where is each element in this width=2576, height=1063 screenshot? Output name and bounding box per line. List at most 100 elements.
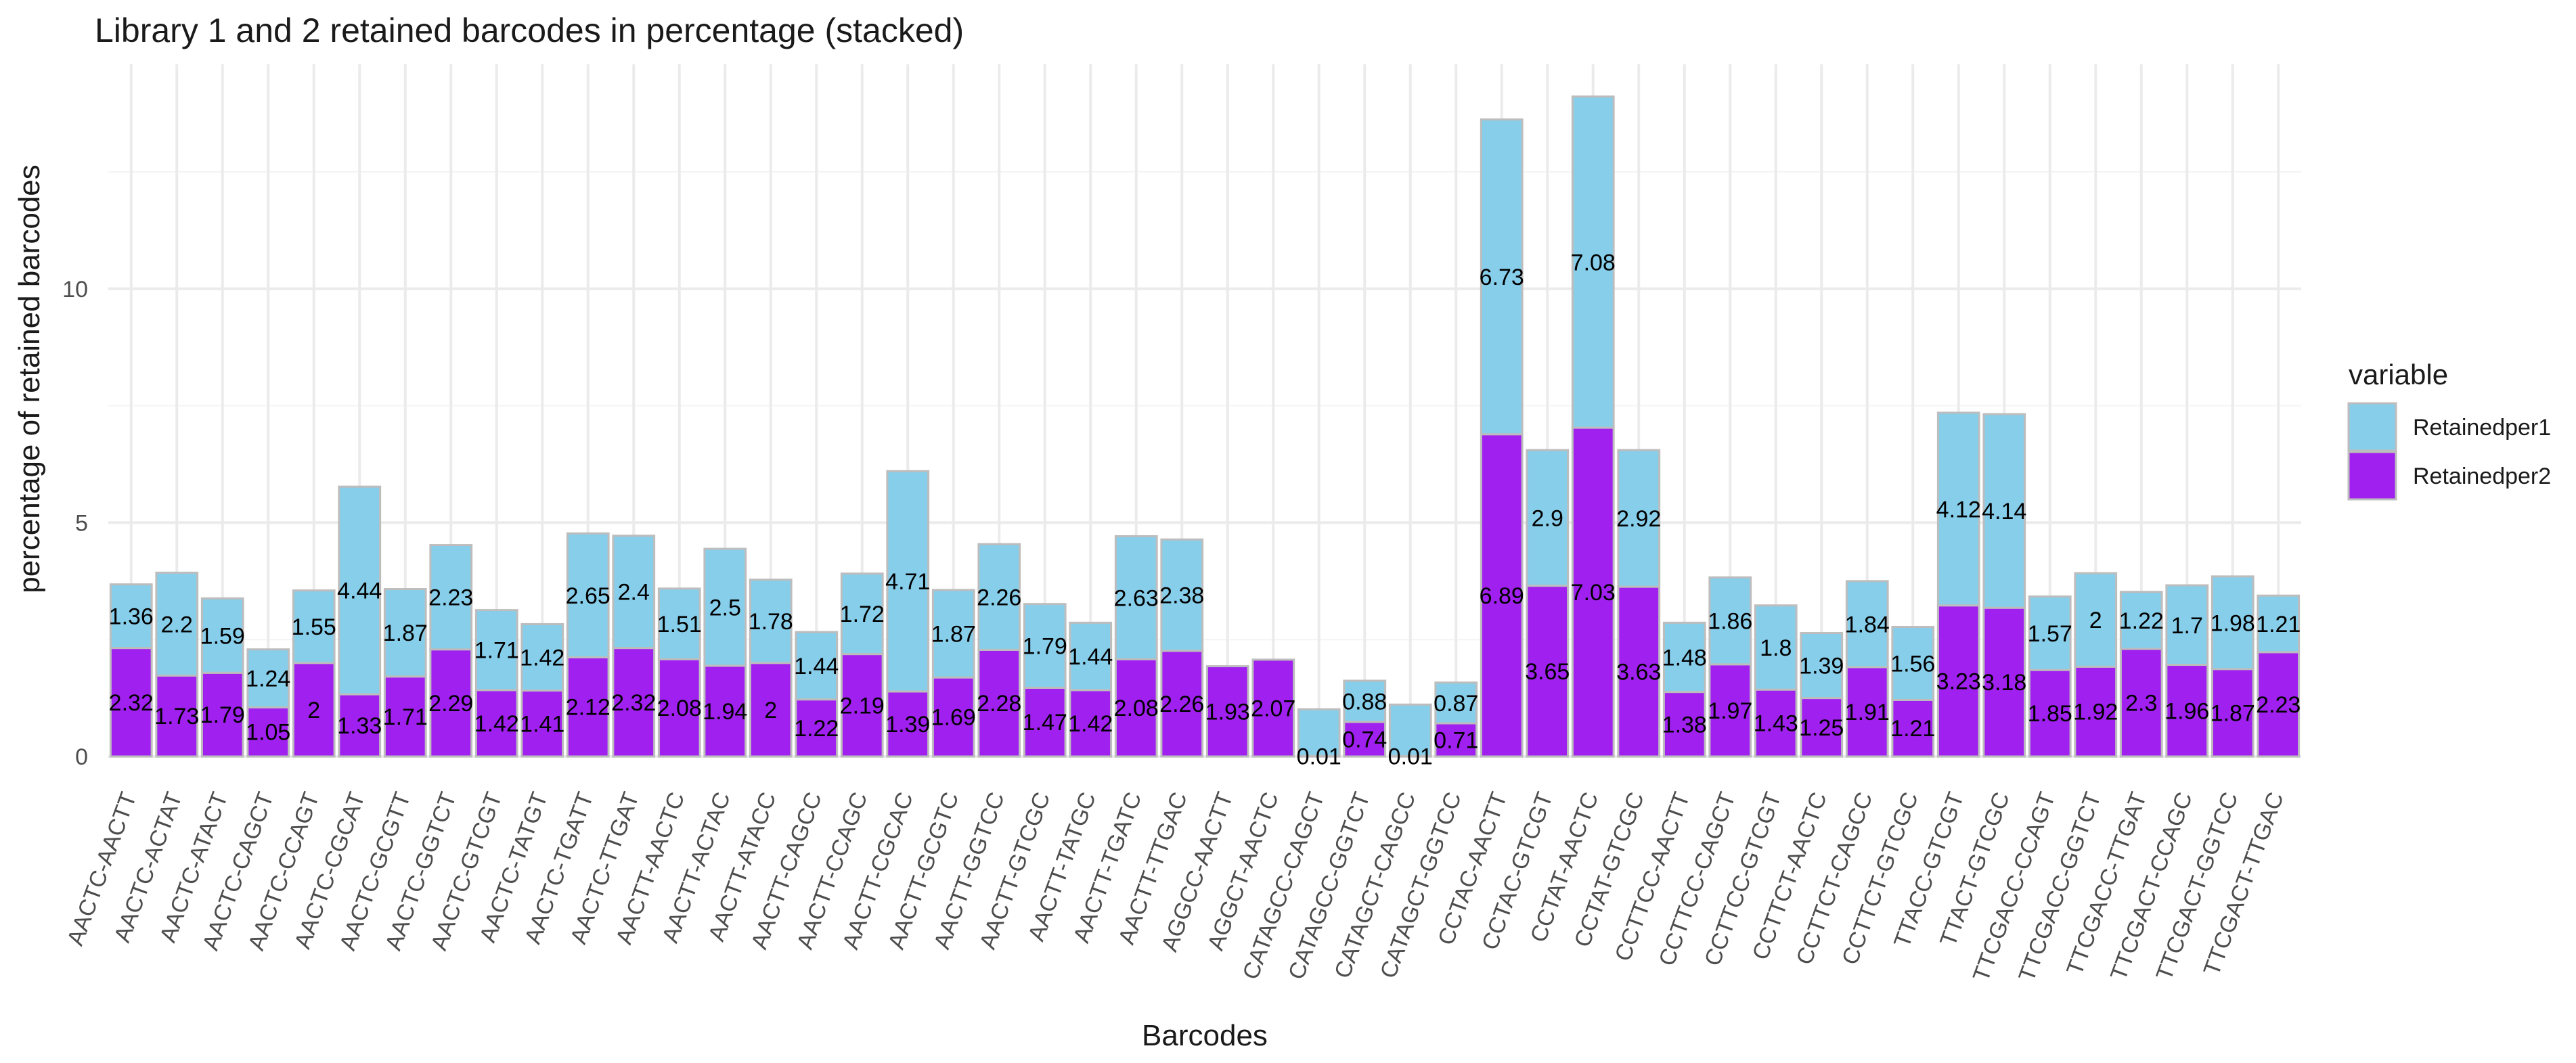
bar-retainedper1 — [200, 597, 244, 674]
data-label-retainedper1: 1.39 — [1799, 654, 1844, 679]
bar-retainedper1 — [1662, 621, 1706, 694]
data-label-retainedper1: 4.71 — [885, 569, 930, 595]
data-label-retainedper2: 1.69 — [931, 705, 976, 731]
data-label-retainedper1: 1.84 — [1845, 612, 1890, 637]
bar-retainedper1 — [1114, 535, 1158, 660]
data-label-retainedper1: 1.86 — [1708, 609, 1752, 635]
data-label-retainedper1: 1.71 — [474, 638, 519, 664]
bar-retainedper2 — [1662, 691, 1706, 758]
data-label-retainedper2: 1.22 — [794, 716, 839, 742]
bar-retainedper2 — [1023, 686, 1067, 758]
data-label-retainedper2: 1.42 — [1068, 711, 1113, 737]
bar-retainedper1 — [840, 572, 884, 656]
data-label-retainedper2: 2.08 — [1114, 696, 1159, 721]
bar-retainedper1 — [1297, 708, 1341, 757]
data-label-retainedper1: 4.14 — [1982, 499, 2026, 524]
bar-retainedper1 — [1800, 632, 1844, 700]
data-label-retainedper2: 2.3 — [2125, 691, 2157, 717]
data-label-retainedper2: 1.96 — [2164, 698, 2209, 724]
data-label-retainedper1: 1.7 — [2171, 613, 2203, 639]
bar-retainedper1 — [520, 623, 564, 692]
data-label-retainedper2: 2.12 — [566, 695, 610, 721]
bar-retainedper2 — [1800, 697, 1844, 758]
data-label-retainedper1: 1.57 — [2028, 621, 2072, 647]
data-label-retainedper2: 2.29 — [428, 691, 473, 717]
bar-retainedper2 — [338, 693, 382, 758]
x-axis-title: Barcodes — [1142, 1019, 1268, 1052]
data-label-retainedper1: 1.79 — [1023, 634, 1067, 660]
bar-retainedper2 — [2074, 665, 2118, 758]
bar-retainedper1 — [1023, 603, 1067, 689]
bar-retainedper2 — [474, 689, 518, 758]
bar-retainedper2 — [749, 662, 793, 758]
bar-retainedper1 — [1982, 413, 2026, 609]
data-label-retainedper1: 1.44 — [794, 654, 839, 679]
legend-label-retainedper1: Retainedper1 — [2413, 415, 2551, 440]
data-labels: 2.321.361.732.21.791.591.051.2421.551.33… — [109, 250, 2301, 769]
data-label-retainedper1: 1.59 — [200, 623, 245, 649]
data-label-retainedper1: 1.36 — [109, 604, 154, 630]
data-label-retainedper2: 1.05 — [246, 720, 290, 746]
bar-retainedper2 — [155, 674, 199, 758]
data-label-retainedper1: 2.23 — [428, 585, 473, 611]
data-label-retainedper1: 4.12 — [1936, 497, 1981, 522]
data-label-retainedper2: 1.73 — [154, 704, 199, 729]
data-label-retainedper2: 0.01 — [1388, 744, 1433, 770]
bar-retainedper2 — [840, 653, 884, 758]
data-label-retainedper2: 2.26 — [1159, 692, 1204, 717]
bar-retainedper1 — [977, 543, 1021, 651]
bar-retainedper2 — [1480, 433, 1524, 758]
data-label-retainedper2: 3.23 — [1936, 669, 1981, 694]
bar-retainedper2 — [109, 647, 153, 758]
bar-retainedper2 — [703, 664, 747, 758]
data-label-retainedper1: 6.73 — [1480, 265, 1524, 290]
data-label-retainedper1: 2.9 — [1532, 505, 1563, 531]
legend-label-retainedper2: Retainedper2 — [2413, 463, 2551, 489]
data-label-retainedper1: 1.8 — [1760, 635, 1792, 661]
bar-retainedper1 — [1343, 679, 1387, 723]
data-label-retainedper2: 2.07 — [1251, 696, 1295, 721]
chart-title: Library 1 and 2 retained barcodes in per… — [95, 12, 964, 49]
bar-retainedper1 — [474, 609, 518, 692]
data-label-retainedper1: 2.38 — [1159, 583, 1204, 609]
data-label-retainedper1: 7.08 — [1571, 250, 1616, 275]
bar-retainedper2 — [566, 656, 610, 758]
bar-retainedper2 — [931, 676, 975, 758]
bar-retainedper1 — [2028, 595, 2072, 671]
y-tick-label: 5 — [75, 510, 88, 536]
bar-retainedper1 — [383, 588, 427, 678]
bar-retainedper2 — [1251, 658, 1295, 758]
data-label-retainedper2: 2.28 — [977, 691, 1021, 717]
bar-retainedper1 — [1708, 576, 1752, 666]
data-label-retainedper2: 2.08 — [657, 696, 702, 721]
legend-swatch-retainedper2 — [2347, 451, 2397, 501]
bar-retainedper2 — [1845, 666, 1889, 758]
data-label-retainedper2: 1.41 — [520, 711, 564, 737]
bar-retainedper2 — [1114, 658, 1158, 758]
bar-retainedper1 — [1891, 626, 1935, 701]
data-label-retainedper1: 1.48 — [1662, 645, 1707, 671]
data-label-retainedper2: 1.87 — [2211, 700, 2255, 726]
data-label-retainedper2: 1.93 — [1205, 699, 1250, 725]
bar-retainedper2 — [977, 648, 1021, 758]
data-label-retainedper1: 1.87 — [383, 620, 428, 646]
bar-retainedper2 — [1708, 663, 1752, 758]
y-tick-label: 0 — [75, 744, 88, 770]
bar-retainedper2 — [292, 662, 336, 758]
legend: variable Retainedper1 Retainedper2 — [2347, 359, 2551, 501]
bar-retainedper1 — [2211, 575, 2255, 671]
bar-retainedper1 — [1160, 538, 1204, 652]
data-label-retainedper2: 3.65 — [1525, 659, 1570, 685]
bar-retainedper2 — [795, 698, 839, 758]
bar-retainedper2 — [520, 689, 564, 758]
bar-retainedper1 — [2257, 594, 2301, 654]
bar-retainedper1 — [2165, 584, 2209, 666]
data-label-retainedper1: 2.65 — [566, 583, 610, 609]
y-tick-label: 10 — [62, 277, 88, 302]
bar-retainedper1 — [155, 571, 199, 677]
data-label-retainedper2: 1.71 — [383, 704, 428, 730]
data-label-retainedper1: 0.87 — [1434, 691, 1478, 717]
bar-retainedper1 — [566, 532, 610, 658]
bar-retainedper2 — [1936, 604, 1980, 758]
data-label-retainedper1: 1.51 — [657, 612, 702, 637]
